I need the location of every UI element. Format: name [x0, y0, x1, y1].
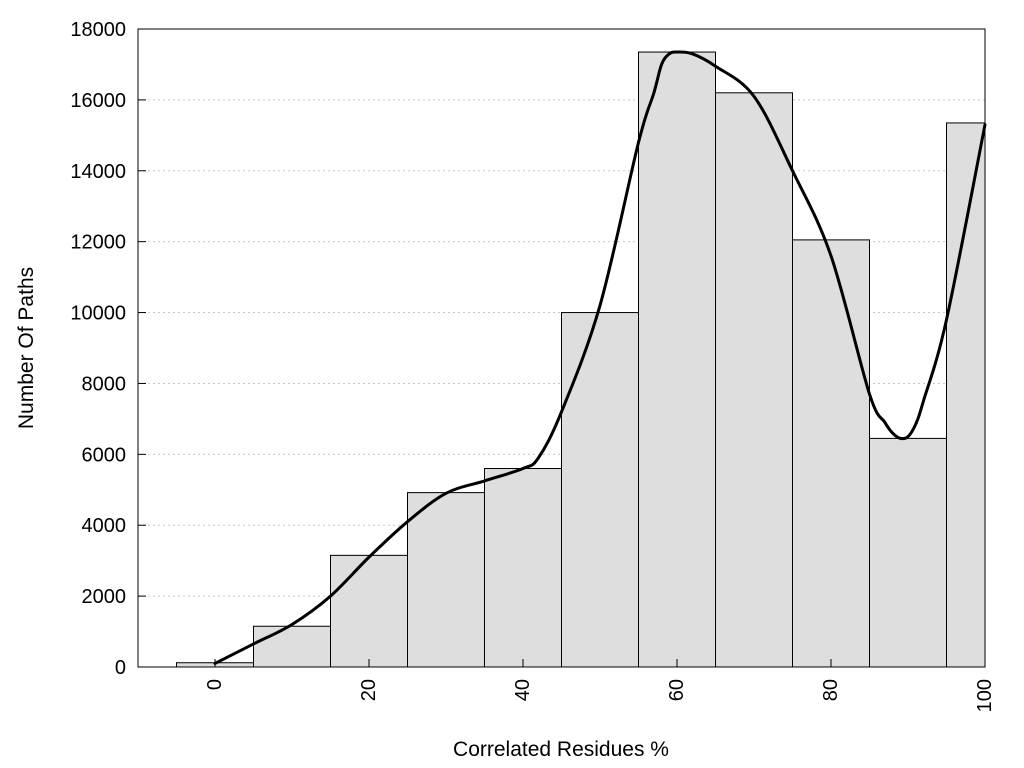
y-tick-label: 14000 — [70, 161, 126, 183]
histogram-bar — [715, 92, 793, 668]
x-tick-label: 40 — [512, 679, 534, 701]
y-tick-label: 6000 — [82, 444, 127, 466]
y-tick-label: 16000 — [70, 90, 126, 112]
x-axis-title: Correlated Residues % — [453, 738, 669, 761]
histogram-bar — [561, 312, 639, 668]
y-tick-label: 2000 — [82, 586, 127, 608]
y-axis-title: Number Of Paths — [15, 267, 38, 429]
y-tick-label: 4000 — [82, 515, 127, 537]
histogram-bar — [253, 625, 331, 668]
y-tick-label: 0 — [115, 657, 126, 679]
plot-frame — [137, 28, 986, 668]
density-curve — [213, 50, 987, 665]
y-tick-label: 10000 — [70, 303, 126, 325]
bars-layer — [176, 51, 986, 668]
x-tick-label: 60 — [666, 679, 688, 701]
histogram-bar — [638, 51, 716, 668]
histogram-bar — [869, 437, 947, 668]
y-tick-label: 8000 — [82, 373, 127, 395]
x-tick-label: 20 — [358, 679, 380, 701]
y-tick-label: 18000 — [70, 19, 126, 41]
tick-labels-layer: 0 2000 4000 6000 8000 10000 12000 14000 16000 180… — [70, 19, 996, 712]
y-tick-label: 12000 — [70, 232, 126, 254]
x-tick-label: 100 — [974, 679, 996, 712]
histogram-bar — [484, 468, 562, 668]
curve-layer — [213, 50, 987, 665]
histogram-bar — [946, 122, 986, 668]
histogram-bar — [407, 492, 485, 668]
histogram-bar — [330, 554, 408, 668]
histogram-bar — [792, 239, 870, 668]
x-tick-label: 0 — [204, 679, 226, 690]
x-tick-label: 80 — [820, 679, 842, 701]
ticks-layer — [138, 28, 986, 668]
